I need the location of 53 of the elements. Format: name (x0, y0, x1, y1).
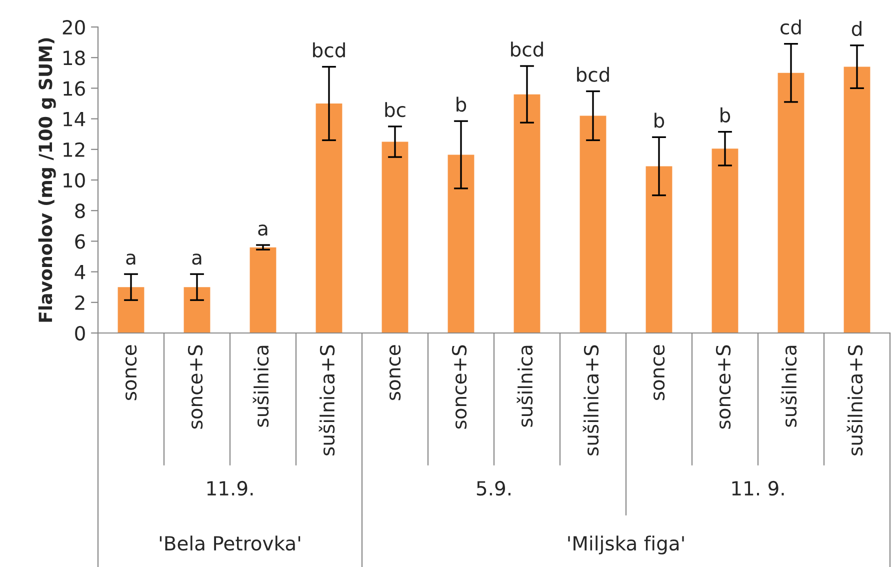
annotation: b (720, 107, 730, 122)
annotation: bc (385, 102, 406, 118)
y-tick-label: 8 (75, 204, 85, 218)
annotation: a (126, 254, 136, 265)
x-tick-label: sušilnica (780, 346, 797, 427)
x-tick-label: sušilnica+S (846, 345, 863, 456)
y-tick-label: 6 (75, 234, 85, 249)
annotation: b (654, 112, 664, 128)
bar (448, 154, 474, 333)
y-tick-label: 0 (75, 326, 85, 341)
bar (316, 104, 342, 333)
bar (184, 287, 210, 333)
x-tick-label: sonce (125, 345, 137, 400)
annotation: a (192, 254, 202, 265)
y-tick-label: 14 (64, 112, 86, 126)
y-tick-label: 20 (62, 20, 85, 35)
x-tick-label: sonce+S (716, 345, 731, 429)
annotation: bcd (313, 42, 345, 58)
y-tick-label: 18 (64, 50, 85, 66)
text: 'Bela Petrovka' (160, 536, 300, 551)
y-tick-label: 16 (64, 81, 85, 96)
x-tick-label: sonce (653, 345, 665, 400)
bar (712, 148, 738, 333)
bar (250, 247, 276, 333)
bar (382, 142, 408, 333)
x-tick-label: sonce (389, 345, 401, 400)
bar (580, 116, 606, 333)
x-tick-label: sušilnica (252, 346, 269, 427)
x-tick-label: sušilnica+S (318, 345, 335, 456)
y-tick-label: 4 (74, 265, 86, 280)
text: 'Miljska figa' (568, 536, 684, 554)
annotation: d (852, 20, 862, 36)
y-tick-label: 2 (75, 295, 84, 310)
y-tick-label: 12 (64, 142, 84, 157)
annotation: cd (780, 19, 801, 35)
text: 5.9. (476, 480, 510, 496)
bar (844, 66, 870, 333)
x-tick-label: sušilnica (516, 346, 533, 427)
annotation: a (258, 224, 268, 236)
bar (778, 72, 804, 333)
y-tick-label: 10 (64, 172, 85, 188)
y-axis-title: Flavonolov (mg /100 g SUM) (38, 38, 56, 322)
x-tick-label: sonce+S (452, 345, 467, 429)
x-tick-label: sušilnica+S (582, 345, 599, 456)
x-tick-label: sonce+S (188, 345, 203, 429)
annotation: bcd (511, 42, 543, 57)
annotation: b (456, 96, 466, 112)
bar (514, 94, 540, 333)
annotation: bcd (577, 66, 609, 82)
text: 11.9. (207, 480, 253, 496)
bar (118, 287, 144, 333)
bar (646, 166, 672, 333)
text: 11. 9. (732, 480, 784, 496)
